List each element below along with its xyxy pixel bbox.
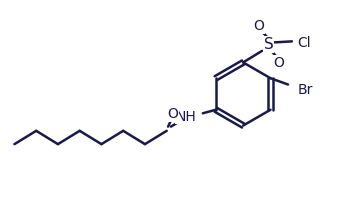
Text: O: O <box>273 56 284 70</box>
Text: NH: NH <box>176 109 197 124</box>
Text: O: O <box>167 107 179 121</box>
Text: S: S <box>264 37 273 52</box>
Text: Cl: Cl <box>297 36 311 50</box>
Text: Br: Br <box>297 83 313 97</box>
Text: O: O <box>253 19 264 33</box>
